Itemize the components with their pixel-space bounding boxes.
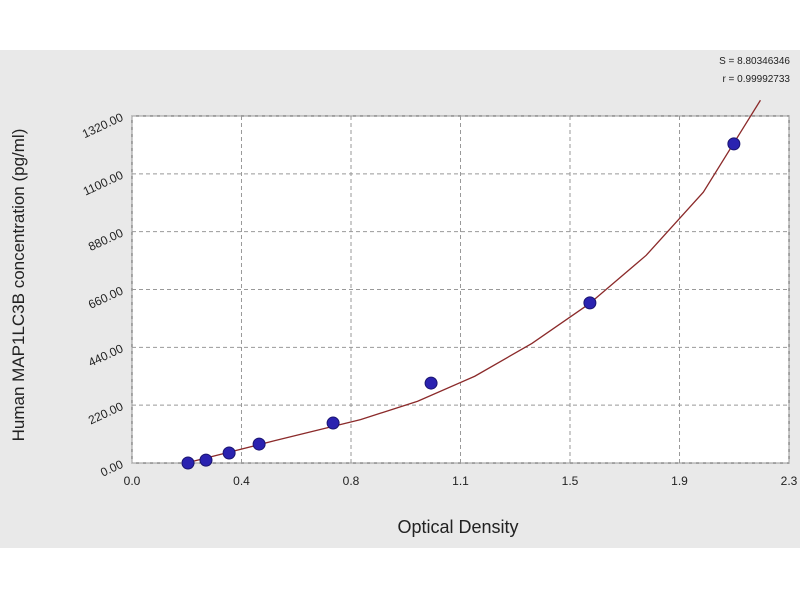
- data-point: [181, 456, 195, 470]
- x-tick-label: 1.9: [671, 474, 688, 488]
- data-point: [727, 137, 741, 151]
- data-point: [583, 296, 597, 310]
- data-point: [424, 376, 438, 390]
- x-tick-label: 0.8: [343, 474, 360, 488]
- fit-curve: [186, 99, 761, 463]
- data-point: [326, 416, 340, 430]
- x-tick-label: 2.3: [781, 474, 798, 488]
- x-tick-label: 0.4: [233, 474, 250, 488]
- x-axis-label: Optical Density: [397, 517, 518, 537]
- data-point: [222, 446, 236, 460]
- y-axis-label: Human MAP1LC3B concentration (pg/ml): [9, 129, 28, 442]
- x-tick-label: 1.1: [452, 474, 469, 488]
- x-tick-label: 1.5: [562, 474, 579, 488]
- annotation: r = 0.99992733: [722, 74, 790, 85]
- data-point: [252, 437, 266, 451]
- data-point: [199, 453, 213, 467]
- x-tick-label: 0.0: [124, 474, 141, 488]
- annotation: S = 8.80346346: [719, 56, 790, 67]
